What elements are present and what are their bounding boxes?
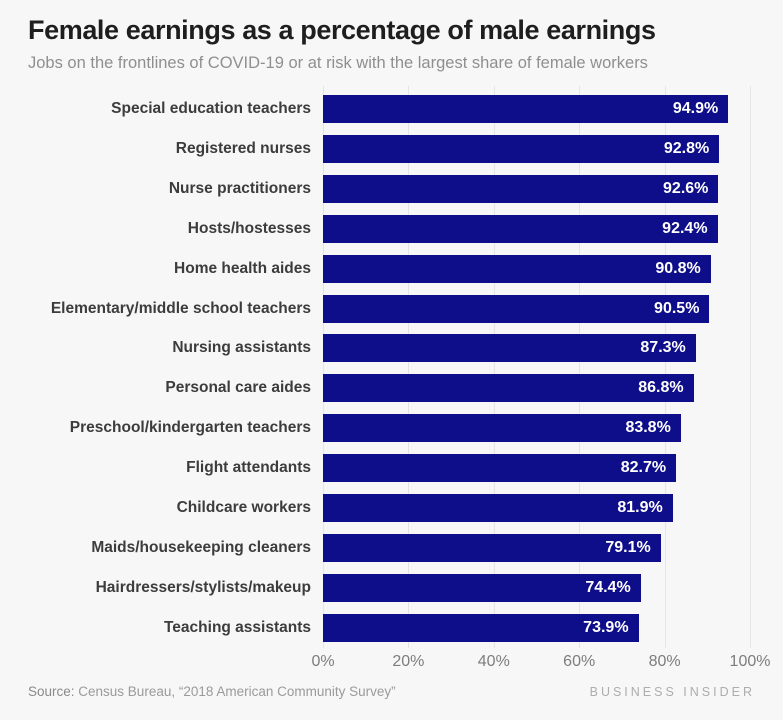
bar: 81.9%: [323, 494, 673, 523]
bar-value-label: 82.7%: [620, 459, 667, 477]
bar-track: 86.8%: [323, 374, 750, 403]
bar-row: Teaching assistants 73.9%: [28, 608, 755, 648]
bar-value-label: 79.1%: [605, 538, 651, 556]
category-label: Hosts/hostesses: [187, 219, 311, 237]
bar-row: Registered nurses 92.8%: [28, 129, 755, 169]
bar-track: 82.7%: [323, 454, 750, 483]
bar-track: 87.3%: [323, 334, 750, 363]
bar-track: 90.8%: [323, 254, 750, 283]
bar: 87.3%: [323, 334, 696, 363]
bar: 82.7%: [323, 454, 677, 483]
bar-value-label: 83.8%: [625, 419, 671, 437]
bar-row: Maids/housekeeping cleaners 79.1%: [28, 528, 755, 568]
bar: 92.4%: [323, 214, 718, 243]
bar-track: 92.6%: [323, 174, 750, 203]
bar-row: Childcare workers 81.9%: [28, 488, 755, 528]
bar: 92.8%: [323, 135, 720, 164]
bar-row: Special education teachers 94.9%: [28, 89, 755, 129]
category-label: Preschool/kindergarten teachers: [69, 419, 311, 437]
category-label: Nursing assistants: [172, 339, 311, 357]
category-label: Maids/housekeeping cleaners: [91, 538, 311, 556]
business-insider-logo: BUSINESS INSIDER: [589, 684, 755, 699]
bar-value-label: 92.6%: [663, 179, 709, 197]
category-label: Registered nurses: [175, 140, 311, 158]
x-axis-tick-label: 80%: [648, 652, 681, 670]
category-label: Special education teachers: [111, 100, 311, 118]
bar-value-label: 90.8%: [655, 259, 701, 277]
bar-rows: Special education teachers 94.9% Registere…: [28, 89, 755, 647]
bar-value-label: 74.4%: [585, 578, 631, 596]
x-axis: 0% 20% 40% 60% 80% 100%: [311, 648, 770, 674]
bar: 74.4%: [323, 573, 641, 602]
bar-row: Hairdressers/stylists/makeup 74.4%: [28, 568, 755, 608]
x-axis-tick-label: 20%: [392, 652, 425, 670]
category-label: Flight attendants: [186, 459, 311, 477]
bar-row: Elementary/middle school teachers 90.5%: [28, 289, 755, 329]
bar: 73.9%: [323, 613, 639, 642]
bar: 86.8%: [323, 374, 694, 403]
category-label: Personal care aides: [165, 379, 311, 397]
bar: 90.5%: [323, 294, 710, 323]
bar-track: 92.4%: [323, 214, 750, 243]
x-axis-tick-label: 0%: [311, 652, 335, 670]
chart-subtitle: Jobs on the frontlines of COVID-19 or at…: [28, 54, 648, 73]
category-label: Childcare workers: [176, 499, 311, 517]
x-axis-tick-label: 100%: [729, 652, 771, 670]
bar: 94.9%: [323, 95, 729, 124]
bar-value-label: 87.3%: [640, 339, 686, 357]
bar-row: Nurse practitioners 92.6%: [28, 169, 755, 209]
category-label: Hairdressers/stylists/makeup: [95, 578, 311, 596]
source-note: Source: Census Bureau, “2018 American Co…: [28, 684, 396, 699]
bar-track: 83.8%: [323, 414, 750, 443]
bar-track: 73.9%: [323, 613, 750, 642]
category-label: Teaching assistants: [163, 618, 311, 636]
bar-track: 90.5%: [323, 294, 750, 323]
bar-value-label: 92.4%: [662, 219, 708, 237]
bar-row: Preschool/kindergarten teachers 83.8%: [28, 408, 755, 448]
source-label: Source:: [28, 684, 75, 699]
plot-area: Special education teachers 94.9% Registere…: [28, 86, 755, 648]
bar-track: 92.8%: [323, 135, 750, 164]
bar: 79.1%: [323, 533, 661, 562]
bar: 83.8%: [323, 414, 681, 443]
bar-row: Hosts/hostesses 92.4%: [28, 209, 755, 249]
bar-value-label: 81.9%: [617, 499, 663, 517]
category-label: Elementary/middle school teachers: [50, 299, 311, 317]
bar-row: Nursing assistants 87.3%: [28, 329, 755, 369]
bar-row: Flight attendants 82.7%: [28, 448, 755, 488]
bar-track: 79.1%: [323, 533, 750, 562]
bar: 92.6%: [323, 174, 719, 203]
bar-row: Home health aides 90.8%: [28, 249, 755, 289]
category-label: Nurse practitioners: [168, 179, 311, 197]
bar-chart: Special education teachers 94.9% Registere…: [28, 86, 770, 674]
bar-track: 74.4%: [323, 573, 750, 602]
x-axis-tick-label: 60%: [563, 652, 596, 670]
footer: Source: Census Bureau, “2018 American Co…: [28, 684, 755, 699]
bar-value-label: 90.5%: [654, 299, 700, 317]
bar-value-label: 94.9%: [672, 100, 719, 118]
bar-value-label: 73.9%: [583, 618, 629, 636]
x-axis-tick-label: 40%: [477, 652, 510, 670]
bar-track: 81.9%: [323, 494, 750, 523]
chart-title: Female earnings as a percentage of male …: [28, 15, 656, 45]
bar-track: 94.9%: [323, 95, 750, 124]
bar-value-label: 86.8%: [638, 379, 684, 397]
bar: 90.8%: [323, 254, 711, 283]
category-label: Home health aides: [174, 259, 311, 277]
bar-value-label: 92.8%: [663, 140, 710, 158]
bar-row: Personal care aides 86.8%: [28, 368, 755, 408]
source-text: Census Bureau, “2018 American Community …: [74, 684, 396, 699]
